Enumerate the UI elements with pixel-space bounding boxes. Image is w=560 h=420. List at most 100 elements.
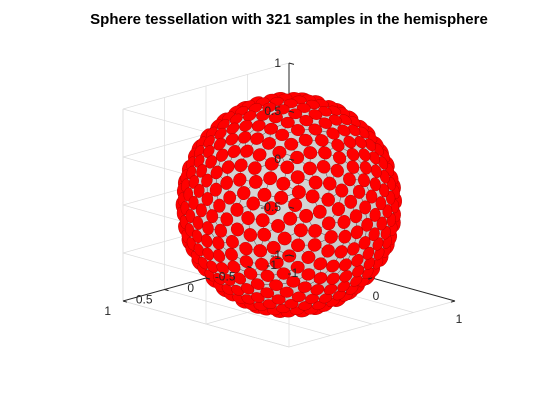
sample-point — [298, 133, 313, 147]
sample-point — [232, 272, 247, 285]
sample-point — [184, 223, 195, 237]
sample-point — [313, 272, 328, 285]
sample-point — [239, 119, 253, 132]
sample-point — [227, 260, 241, 274]
sample-point — [299, 208, 314, 223]
sample-point — [321, 216, 336, 231]
sample-point — [262, 137, 276, 150]
sample-point — [250, 292, 265, 303]
sample-point — [291, 185, 306, 200]
sample-point — [349, 209, 363, 224]
sample-point — [214, 223, 227, 238]
sample-point — [274, 190, 289, 205]
sample-point — [352, 264, 365, 278]
sample-point — [334, 245, 348, 259]
sample-point — [196, 164, 208, 178]
sample-point — [260, 269, 275, 282]
sample-point — [379, 169, 390, 184]
sample-point — [335, 183, 349, 198]
sample-point — [350, 225, 364, 240]
sample-point — [328, 114, 343, 126]
sample-point — [303, 161, 317, 176]
sample-point — [237, 131, 252, 144]
sample-point — [255, 257, 269, 271]
sample-point — [288, 197, 303, 212]
sample-point — [288, 108, 303, 120]
sample-point — [293, 223, 308, 238]
sample-point — [260, 287, 275, 299]
sample-point — [330, 163, 344, 178]
sample-point — [323, 176, 337, 191]
sample-point — [240, 144, 254, 158]
sample-point — [370, 164, 382, 178]
y-tick-mark — [205, 277, 211, 280]
sample-point — [301, 250, 316, 264]
sample-point — [250, 278, 265, 290]
sample-point — [347, 124, 361, 137]
z-tick-mark — [288, 62, 295, 65]
sample-point — [310, 284, 325, 296]
sample-point — [365, 189, 378, 204]
sample-point — [305, 189, 320, 204]
sample-point — [326, 259, 340, 273]
sample-point — [272, 145, 287, 159]
sample-point — [213, 198, 226, 213]
sample-point — [271, 219, 286, 233]
y-tick-label: -1 — [266, 258, 277, 272]
sample-point — [191, 229, 203, 244]
sample-point — [305, 293, 319, 305]
y-tick-mark — [122, 300, 128, 303]
sample-point — [268, 112, 283, 124]
sample-point — [363, 257, 376, 270]
sample-point — [338, 258, 352, 272]
sample-point — [209, 182, 222, 197]
sample-point — [206, 260, 219, 274]
sample-markers — [175, 92, 402, 318]
sample-point — [290, 260, 305, 274]
sample-point — [230, 222, 245, 237]
sample-point — [233, 172, 247, 187]
sample-point — [307, 238, 322, 252]
sample-point — [225, 133, 239, 146]
sample-point — [193, 243, 205, 257]
sample-point — [222, 274, 236, 286]
sample-point — [250, 132, 264, 145]
sample-point — [291, 291, 306, 303]
sample-point — [263, 171, 278, 186]
sample-point — [242, 110, 257, 122]
sample-point — [185, 209, 196, 224]
sample-point — [200, 234, 213, 248]
sample-point — [359, 160, 372, 175]
sample-point — [297, 281, 312, 293]
sample-point — [290, 170, 305, 185]
sample-point — [206, 209, 219, 224]
sample-point — [338, 229, 352, 244]
sample-point — [284, 137, 299, 151]
sample-point — [357, 126, 370, 139]
sample-point — [201, 173, 213, 188]
sample-point — [354, 135, 367, 149]
y-tick-mark — [288, 254, 294, 257]
sample-point — [308, 123, 323, 136]
sample-point — [351, 253, 364, 267]
sample-point — [331, 138, 345, 152]
sample-point — [264, 122, 279, 135]
sample-point — [215, 148, 229, 162]
sample-point — [312, 204, 327, 219]
sample-point — [229, 113, 243, 125]
sample-point — [376, 216, 388, 231]
sample-point — [195, 203, 207, 218]
sample-point — [333, 151, 347, 165]
z-tick-label: -1 — [270, 248, 281, 262]
sample-point — [369, 151, 381, 165]
sample-point — [253, 244, 268, 258]
sample-point — [227, 145, 241, 159]
sample-point — [246, 196, 261, 211]
y-tick-label: 0.5 — [136, 293, 153, 307]
sample-point — [275, 104, 290, 115]
sample-point — [369, 207, 381, 222]
sample-point — [318, 146, 332, 160]
sample-point — [369, 177, 381, 192]
sample-point — [324, 230, 338, 244]
sample-point — [276, 267, 291, 280]
